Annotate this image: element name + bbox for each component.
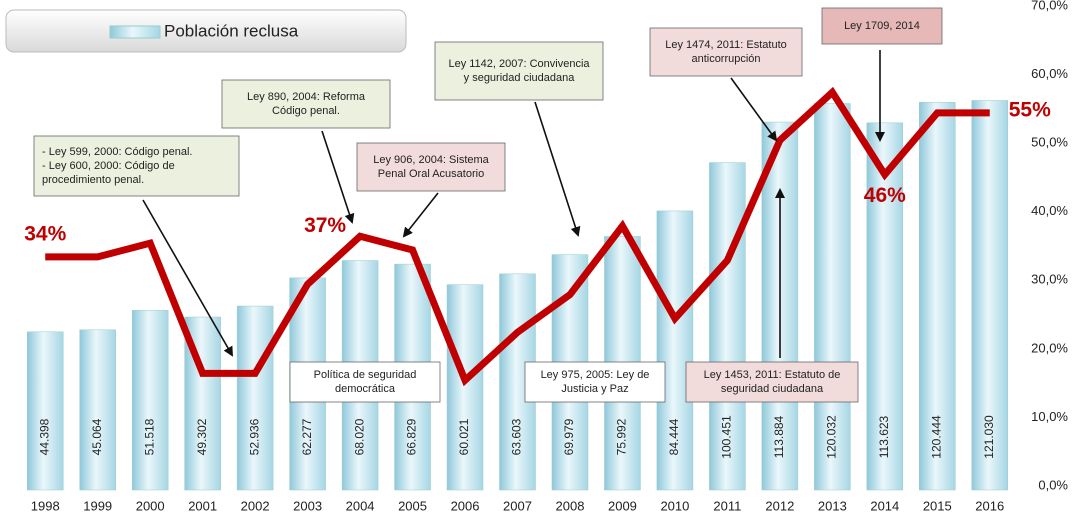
bar-value-label: 51.518 <box>142 418 156 455</box>
annotation-text: democrática <box>335 383 396 395</box>
bar-value-label: 84.444 <box>667 418 681 455</box>
legend-box <box>5 9 407 53</box>
bar <box>709 162 746 491</box>
y2-tick-label: 50,0% <box>1031 135 1068 150</box>
bar-value-label: 75.992 <box>615 418 629 455</box>
line-value-label: 55% <box>1009 98 1051 121</box>
annotation-text: Ley 906, 2004: Sistema <box>373 154 489 166</box>
line-value-label: 37% <box>304 214 346 237</box>
bar <box>814 103 851 491</box>
bar-value-label: 52.936 <box>247 418 261 455</box>
annotation-text: Código penal. <box>272 105 340 117</box>
bar <box>866 122 904 491</box>
bar-value-label: 113.884 <box>772 415 786 458</box>
annotation-text: seguridad ciudadana <box>721 383 824 395</box>
x-tick-label: 2013 <box>818 498 847 513</box>
annotation-box <box>821 7 943 45</box>
annotation-arrow <box>730 77 778 142</box>
annotation-text: Ley 1474, 2011: Estatuto <box>665 39 787 51</box>
bar-value-label: 63.603 <box>510 418 524 455</box>
annotation-text: Ley 1453, 2011: Estatuto de <box>704 369 841 381</box>
bar-value-label: 62.277 <box>300 418 314 455</box>
x-tick-label: 2004 <box>346 498 375 513</box>
x-tick-label: 2010 <box>660 498 689 513</box>
y2-tick-label: 60,0% <box>1031 66 1068 81</box>
annotation-text: Ley 975, 2005: Ley de <box>541 369 650 381</box>
annotation-box <box>434 41 604 101</box>
bar-value-label: 113.623 <box>877 415 891 458</box>
annotation-text: - Ley 600, 2000: Código de <box>42 160 175 172</box>
annotation-text: y seguridad ciudadana <box>464 72 576 84</box>
bar <box>79 329 116 491</box>
annotation-box <box>356 142 506 192</box>
annotation-box <box>685 361 859 403</box>
annotation-text: Ley 1142, 2007: Convivencia <box>448 58 590 70</box>
y2-tick-label: 40,0% <box>1031 203 1068 218</box>
bar-value-label: 69.979 <box>562 418 576 455</box>
bar-value-label: 68.020 <box>352 418 366 455</box>
x-tick-label: 2002 <box>241 498 270 513</box>
bar-value-label: 100.451 <box>720 415 734 459</box>
annotation-text: Ley 890, 2004: Reforma <box>247 91 366 103</box>
annotation-arrow <box>321 130 355 224</box>
x-tick-label: 2000 <box>136 498 165 513</box>
legend-label: Población reclusa <box>164 21 299 40</box>
bar <box>446 284 484 491</box>
bar-value-label: 66.829 <box>405 418 419 455</box>
x-tick-label: 2008 <box>556 498 585 513</box>
bar-value-label: 49.302 <box>195 418 209 455</box>
line-value-label: 34% <box>24 222 66 245</box>
annotation-text: anticorrupción <box>691 53 760 65</box>
annotation-arrow <box>402 192 439 238</box>
annotation-box <box>649 27 803 77</box>
annotation-arrow <box>142 199 233 357</box>
y2-tick-label: 20,0% <box>1031 340 1068 355</box>
x-tick-label: 2005 <box>398 498 427 513</box>
x-tick-label: 2007 <box>503 498 532 513</box>
line <box>45 86 990 387</box>
bar <box>656 210 694 491</box>
bar-value-label: 44.398 <box>37 418 51 455</box>
annotation-box <box>221 79 391 129</box>
annotation-text: Ley 1709, 2014 <box>844 20 920 32</box>
x-tick-label: 2012 <box>765 498 794 513</box>
x-tick-label: 2001 <box>188 498 217 513</box>
bar <box>131 310 169 491</box>
annotation-box <box>524 361 666 403</box>
bar <box>919 101 956 491</box>
bar <box>236 305 274 491</box>
y2-tick-label: 10,0% <box>1031 409 1068 424</box>
annotation-text: - Ley 599, 2000: Código penal. <box>42 146 192 158</box>
x-tick-label: 2016 <box>975 498 1004 513</box>
x-tick-label: 2015 <box>923 498 952 513</box>
x-tick-label: 2006 <box>451 498 480 513</box>
bar-value-label: 120.032 <box>825 415 839 459</box>
annotation-box <box>33 135 240 197</box>
annotation-text: Justicia y Paz <box>561 383 628 395</box>
annotation-box <box>289 361 441 403</box>
bar <box>26 331 64 491</box>
bar <box>971 100 1009 491</box>
legend-swatch <box>109 25 161 39</box>
y2-tick-label: 30,0% <box>1031 272 1068 287</box>
bar-value-label: 45.064 <box>90 418 104 455</box>
y2-tick-label: 0,0% <box>1038 477 1068 492</box>
x-tick-label: 1999 <box>83 498 112 513</box>
annotation-text: Política de seguridad <box>314 369 417 381</box>
bar-value-label: 120.444 <box>929 415 943 459</box>
x-tick-label: 2011 <box>713 498 741 513</box>
bar-value-label: 121.030 <box>982 415 996 459</box>
annotation-text: procedimiento penal. <box>42 174 144 186</box>
x-tick-label: 2009 <box>608 498 637 513</box>
y2-tick-label: 70,0% <box>1031 0 1068 12</box>
bar-value-label: 60.021 <box>457 418 471 455</box>
annotation-text: Penal Oral Acusatorio <box>378 168 484 180</box>
line-value-label: 46% <box>864 184 906 207</box>
x-tick-label: 2003 <box>293 498 322 513</box>
x-tick-label: 2014 <box>870 498 899 513</box>
annotation-arrow <box>534 101 581 237</box>
x-tick-label: 1998 <box>31 498 60 513</box>
